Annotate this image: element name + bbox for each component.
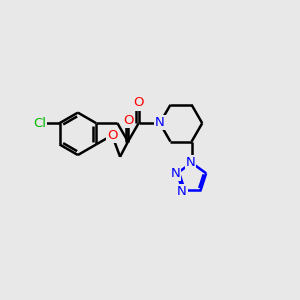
Text: Cl: Cl: [33, 117, 46, 130]
Text: O: O: [123, 114, 133, 127]
Text: N: N: [186, 156, 195, 169]
Text: N: N: [177, 185, 187, 198]
Text: O: O: [134, 96, 144, 110]
Text: N: N: [170, 167, 180, 180]
Text: N: N: [155, 116, 165, 129]
Text: O: O: [107, 129, 117, 142]
